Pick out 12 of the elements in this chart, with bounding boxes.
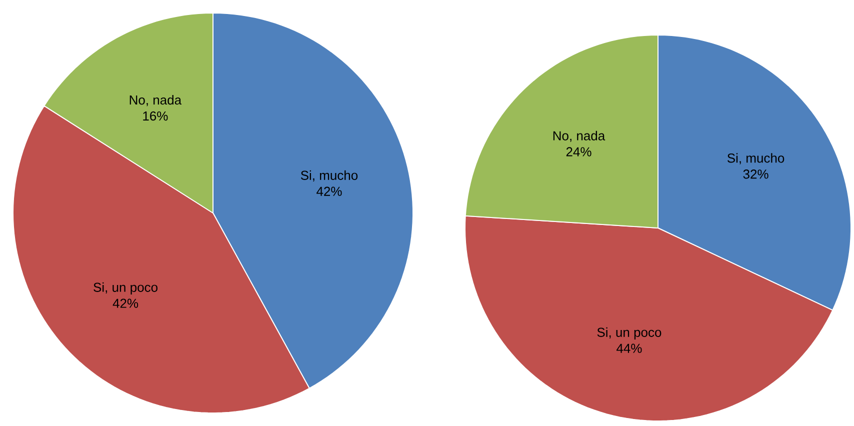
- data-label: 44%: [616, 344, 642, 353]
- slice-label: Si, mucho: [727, 153, 784, 164]
- slice-label: Si, un poco: [597, 327, 662, 340]
- data-label: 42%: [112, 298, 138, 308]
- slice-label: No, nada: [130, 95, 182, 106]
- slice-label: No, nada: [553, 130, 606, 142]
- slice-label: Si, mucho: [300, 170, 358, 182]
- data-label: 42%: [316, 186, 342, 196]
- data-label: 16%: [143, 111, 168, 121]
- data-label: 24%: [566, 147, 592, 156]
- data-label: 32%: [743, 170, 768, 179]
- slice-label: Si, un poco: [94, 282, 158, 295]
